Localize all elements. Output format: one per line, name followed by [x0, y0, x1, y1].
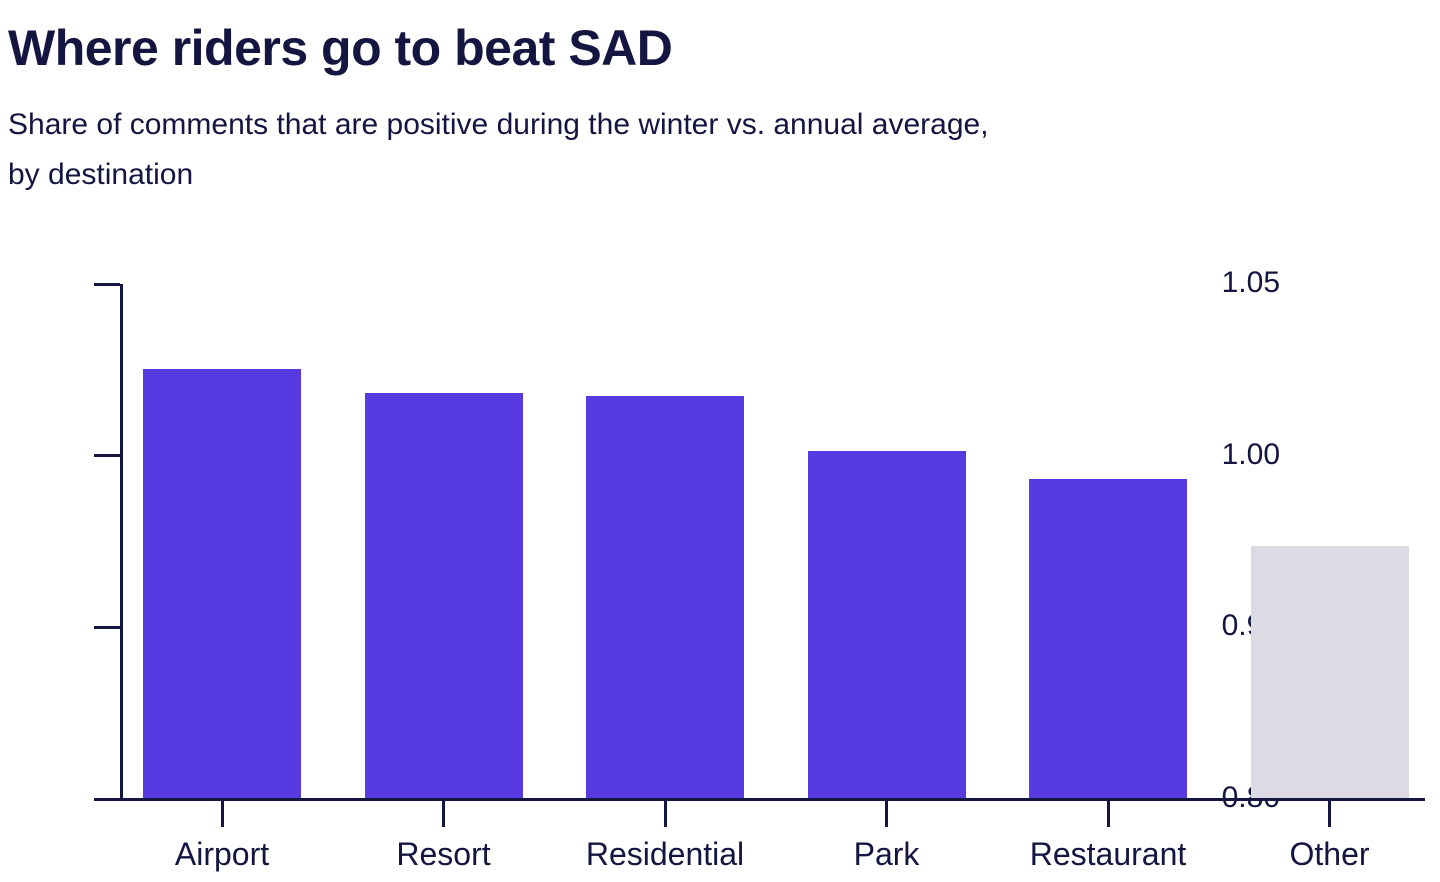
x-tick-mark-park: [885, 801, 888, 827]
chart-header: Where riders go to beat SAD Share of com…: [8, 18, 1428, 200]
x-tick-label-park: Park: [853, 836, 920, 872]
chart-subtitle: Share of comments that are positive duri…: [8, 100, 1428, 200]
bar-residential: [586, 396, 744, 798]
x-tick-mark-resort: [442, 801, 445, 827]
y-tick-mark-0.90: [94, 625, 120, 629]
bar-chart-plot-area: 1.051.000.900.80 AirportResortResidentia…: [94, 268, 1432, 872]
bar-airport: [143, 368, 301, 798]
y-tick-label-1.05: 1.05: [1221, 266, 1280, 299]
x-tick-mark-other: [1328, 801, 1331, 827]
y-tick-label-1.00: 1.00: [1221, 437, 1280, 471]
chart-subtitle-line-1: Share of comments that are positive duri…: [8, 108, 989, 141]
x-tick-label-other: Other: [1289, 836, 1370, 872]
y-axis-line: [120, 284, 123, 801]
y-tick-mark-1.00: [94, 454, 120, 458]
bar-restaurant: [1029, 478, 1187, 798]
x-tick-mark-restaurant: [1106, 801, 1110, 827]
bar-resort: [364, 392, 523, 798]
y-tick-mark-0.80: [94, 797, 120, 801]
x-tick-mark-airport: [220, 801, 224, 827]
y-tick-mark-1.05: [94, 282, 120, 286]
chart-title: Where riders go to beat SAD: [8, 20, 673, 76]
bar-park: [807, 451, 966, 798]
bar-other: [1250, 545, 1409, 798]
x-tick-label-resort: Resort: [396, 836, 491, 872]
x-axis-line: [120, 798, 1425, 801]
x-tick-label-airport: Airport: [174, 836, 270, 872]
x-tick-mark-residential: [663, 801, 667, 827]
x-tick-label-restaurant: Restaurant: [1029, 836, 1187, 872]
chart-subtitle-line-2: by destination: [8, 158, 194, 191]
x-tick-label-residential: Residential: [585, 836, 745, 872]
